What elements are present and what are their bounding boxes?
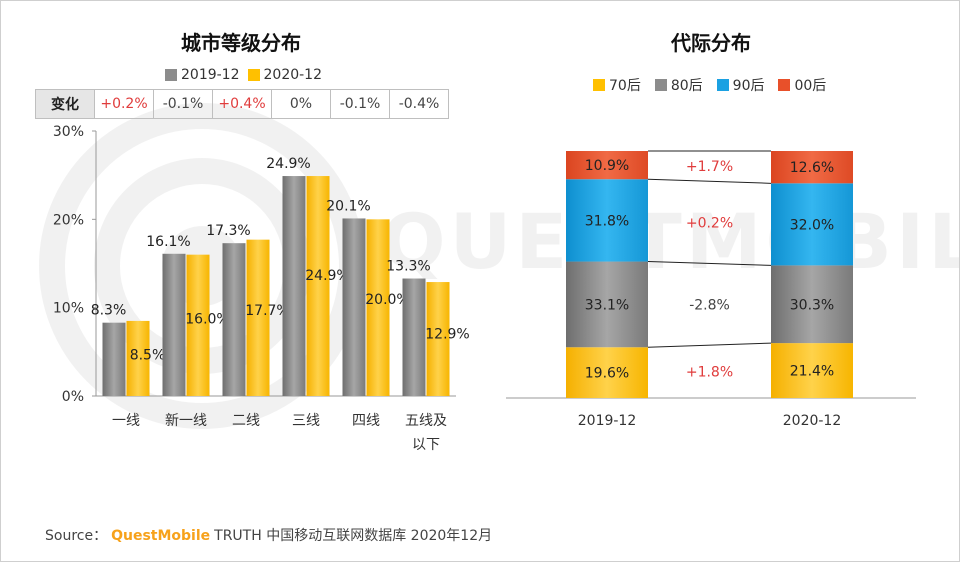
- change-cell: +0.2%: [94, 89, 154, 119]
- source-suffix: TRUTH 中国移动互联网数据库 2020年12月: [214, 528, 493, 544]
- connector-line: [647, 261, 772, 266]
- right-stacked-chart: 19.6% 33.1% 31.8% 10.9% 2019-12 21.4% 30.3% 32.…: [506, 150, 916, 429]
- y-tick-label: 30%: [53, 124, 84, 140]
- bar-data-label: 17.7%: [245, 303, 289, 319]
- segment-data-label: 30.3%: [790, 297, 834, 313]
- bar-data-label: 8.5%: [130, 348, 166, 364]
- bar-data-label: 17.3%: [206, 223, 250, 239]
- legend-label: 2020-12: [263, 67, 323, 83]
- x-tick-label: 2019-12: [578, 413, 637, 429]
- change-label: -2.8%: [689, 297, 730, 313]
- segment-data-label: 21.4%: [790, 364, 834, 380]
- source-line: Source： QuestMobile TRUTH 中国移动互联网数据库 202…: [45, 525, 492, 545]
- legend-swatch-yellow: [247, 69, 260, 81]
- y-tick-label: 10%: [53, 301, 84, 317]
- legend-label: 90后: [732, 78, 765, 94]
- bar-2020-12: [426, 282, 450, 396]
- bar-data-label: 24.9%: [305, 268, 349, 284]
- source-brand: QuestMobile: [111, 528, 211, 544]
- bar-2020-12: [186, 254, 210, 396]
- bar-2019-12: [342, 218, 366, 396]
- legend-item-2019: 2019-12: [165, 67, 240, 83]
- stack-segment-90后: [566, 179, 648, 262]
- x-tick-label: 五线及: [405, 413, 447, 429]
- legend-swatch-yellow: [593, 79, 605, 91]
- change-label: +0.2%: [686, 215, 733, 231]
- change-table: 变化 +0.2% -0.1% +0.4% 0% -0.1% -0.4%: [35, 89, 449, 119]
- charts-svg: 0% 10% 20% 30% 8.3% 8.5% 一线 16.1% 16.0% 新一线 17.3% 1…: [53, 124, 916, 453]
- change-row: 变化 +0.2% -0.1% +0.4% 0% -0.1% -0.4%: [35, 89, 449, 119]
- bar-data-label: 13.3%: [386, 259, 430, 275]
- segment-data-label: 32.0%: [790, 217, 834, 233]
- change-cell: -0.4%: [389, 89, 449, 119]
- connector-line: [647, 342, 772, 348]
- change-cell: +0.4%: [212, 89, 272, 119]
- stack-segment-00后: [771, 151, 853, 184]
- legend-label: 80后: [670, 78, 703, 94]
- legend-item-00: 00后: [778, 75, 826, 95]
- bar-data-label: 20.0%: [365, 292, 409, 308]
- legend-label: 00后: [794, 78, 827, 94]
- x-tick-label: 三线: [292, 413, 320, 429]
- change-label: +1.8%: [686, 365, 733, 381]
- bar-2020-12: [306, 176, 330, 396]
- stack-segment-70后: [566, 347, 648, 398]
- legend-swatch-gray: [165, 69, 177, 81]
- segment-data-label: 33.1%: [585, 297, 629, 313]
- change-label: 变化: [35, 89, 95, 119]
- legend-item-90: 90后: [716, 75, 765, 95]
- bar-2020-12: [126, 320, 150, 396]
- y-tick-label: 0%: [62, 389, 84, 405]
- bar-data-label: 16.0%: [185, 311, 229, 327]
- stack-segment-00后: [566, 151, 648, 180]
- legend-swatch-gray: [654, 79, 667, 91]
- legend-item-80: 80后: [654, 75, 703, 95]
- right-chart-title: 代际分布: [671, 31, 751, 55]
- y-tick-label: 20%: [53, 212, 84, 228]
- bar-data-label: 24.9%: [266, 156, 310, 172]
- x-tick-label: 2020-12: [783, 413, 842, 429]
- x-tick-label: 一线: [112, 413, 140, 429]
- stack-segment-80后: [566, 261, 648, 348]
- legend-label: 70后: [609, 78, 641, 94]
- legend-label: 2019-12: [181, 67, 240, 83]
- bar-2020-12: [246, 239, 270, 396]
- stack-segment-70后: [771, 343, 853, 398]
- legend-item-2020: 2020-12: [247, 67, 323, 83]
- segment-data-label: 10.9%: [585, 158, 629, 174]
- bar-data-label: 12.9%: [425, 326, 469, 342]
- segment-data-label: 12.6%: [790, 160, 834, 176]
- source-prefix: Source：: [45, 528, 108, 544]
- segment-data-label: 19.6%: [585, 366, 629, 382]
- bar-2020-12: [366, 219, 390, 396]
- bar-data-label: 16.1%: [146, 234, 190, 250]
- bar-2019-12: [102, 322, 126, 396]
- left-chart-title: 城市等级分布: [181, 31, 301, 55]
- left-bar-chart: 0% 10% 20% 30% 8.3% 8.5% 一线 16.1% 16.0% 新一线 17.3% 1…: [53, 124, 470, 453]
- change-label: +1.7%: [686, 159, 733, 175]
- bar-2019-12: [402, 278, 426, 396]
- x-tick-label: 四线: [352, 413, 380, 429]
- connector-line: [647, 178, 772, 184]
- legend-item-70: 70后: [593, 75, 641, 95]
- left-legend: 2019-12 2020-12: [165, 67, 322, 83]
- x-tick-label: 新一线: [165, 413, 207, 429]
- stack-segment-90后: [771, 183, 853, 266]
- bar-2019-12: [222, 243, 246, 396]
- segment-data-label: 31.8%: [585, 213, 629, 229]
- change-cell: -0.1%: [153, 89, 213, 119]
- change-cell: 0%: [271, 89, 331, 119]
- x-tick-label: 二线: [232, 413, 260, 429]
- legend-swatch-red: [778, 79, 791, 91]
- x-tick-label: 以下: [412, 437, 440, 453]
- bar-2019-12: [282, 176, 306, 396]
- bar-2019-12: [162, 253, 186, 396]
- bar-data-label: 20.1%: [326, 198, 370, 214]
- bar-data-label: 8.3%: [91, 303, 127, 319]
- watermark-text: QUESTMOBILE: [381, 197, 959, 286]
- right-legend: 70后 80后 90后 00后: [593, 75, 826, 95]
- stack-segment-80后: [771, 265, 853, 344]
- legend-swatch-blue: [716, 79, 729, 91]
